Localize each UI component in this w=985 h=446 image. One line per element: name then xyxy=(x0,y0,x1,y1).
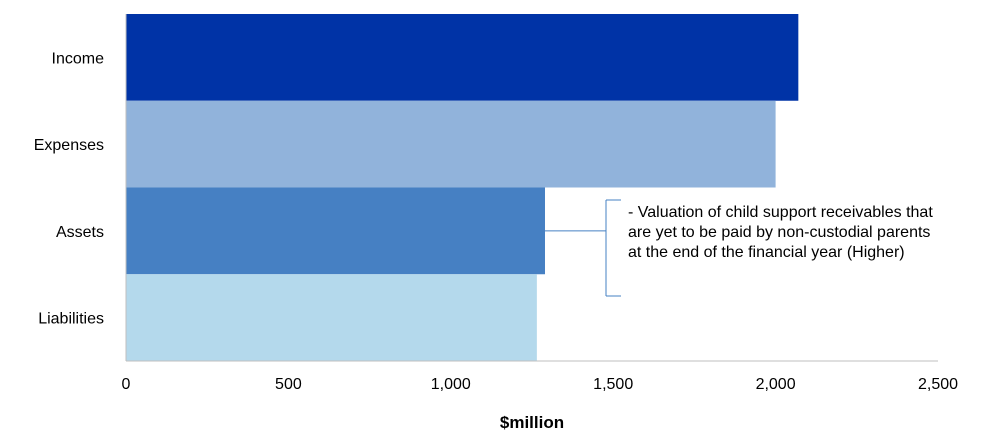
x-tick-label: 2,000 xyxy=(756,376,796,393)
category-label-assets: Assets xyxy=(56,224,104,241)
category-labels: Income Expenses Assets Liabilities xyxy=(34,50,104,327)
category-label-expenses: Expenses xyxy=(34,137,104,154)
x-tick-label: 1,500 xyxy=(593,376,633,393)
x-tick-label: 500 xyxy=(275,376,302,393)
x-tick-label: 2,500 xyxy=(918,376,958,393)
x-tick-label: 0 xyxy=(122,376,131,393)
bars-group xyxy=(126,14,799,361)
bar-income xyxy=(126,14,799,101)
x-tick-labels: 0 500 1,000 1,500 2,000 2,500 xyxy=(122,376,959,393)
bar-expenses xyxy=(126,100,776,188)
bar-assets xyxy=(126,187,545,275)
x-axis-title: $million xyxy=(500,413,564,432)
annotation-bracket xyxy=(544,199,621,297)
x-tick-label: 1,000 xyxy=(431,376,471,393)
category-label-income: Income xyxy=(52,50,105,67)
annotation-text: - Valuation of child support receivables… xyxy=(628,204,933,261)
bar-liabilities xyxy=(126,274,537,361)
category-label-liabilities: Liabilities xyxy=(38,311,104,328)
